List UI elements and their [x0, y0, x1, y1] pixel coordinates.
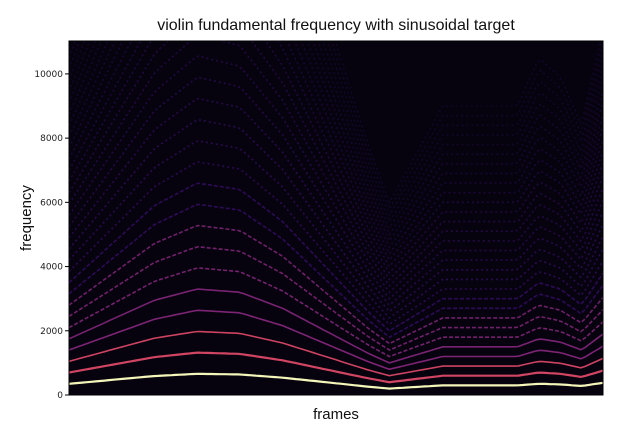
y-axis: 0 2000 4000 6000 8000 10000 — [34, 70, 69, 401]
x-axis-label: frames — [313, 406, 359, 423]
y-tick-label: 0 — [57, 391, 63, 401]
y-tick-label: 8000 — [40, 134, 63, 144]
y-tick-label: 2000 — [40, 327, 63, 337]
plot-area — [69, 0, 603, 395]
chart-title: violin fundamental frequency with sinuso… — [157, 17, 515, 34]
spectrogram-background — [69, 41, 603, 395]
y-tick-label: 6000 — [40, 198, 63, 208]
y-tick-label: 10000 — [34, 70, 63, 80]
y-axis-label: frequency — [18, 185, 35, 251]
y-tick-label: 4000 — [40, 263, 63, 273]
